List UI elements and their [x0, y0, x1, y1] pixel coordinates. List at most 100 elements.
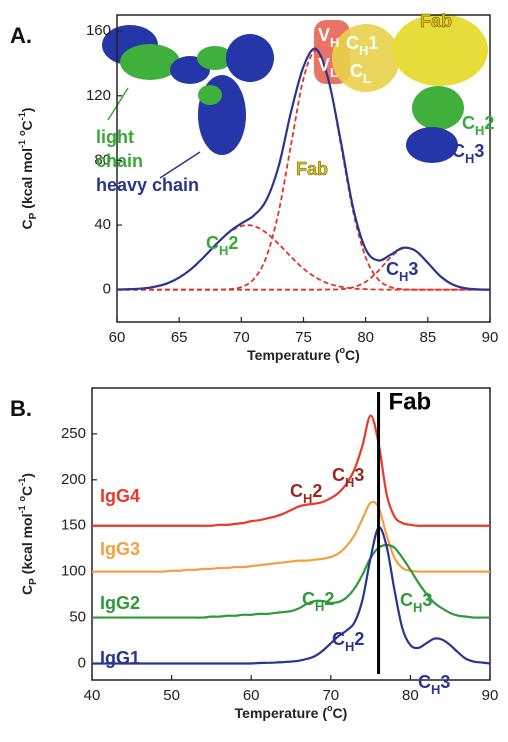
series-label: IgG1	[100, 648, 140, 668]
constant-domain	[332, 24, 400, 92]
annotation: CH2	[332, 629, 364, 654]
text-part: Fab	[296, 159, 328, 179]
x-tick-label: 90	[482, 329, 499, 346]
series-line	[92, 500, 490, 573]
y-tick-label: 40	[94, 216, 111, 233]
text-part: V	[318, 55, 330, 75]
text-part: (kcal mol	[19, 513, 35, 578]
text-part: o	[17, 496, 27, 502]
text-part: H	[219, 243, 228, 258]
x-tick-label: 90	[482, 687, 499, 704]
x-axis-title: Temperature (oC)	[235, 703, 348, 720]
text-part: o	[17, 130, 27, 136]
x-tick-label: 60	[109, 329, 126, 346]
ch2-blob	[412, 86, 464, 130]
text-part: H	[465, 151, 474, 166]
annotation: CH3	[452, 141, 484, 166]
y-tick-label: 80	[94, 151, 111, 168]
text-part: )	[19, 473, 35, 478]
annotation: CH3	[386, 259, 418, 284]
text-part: (kcal mol	[19, 148, 35, 213]
annotation: CH2	[302, 589, 334, 614]
annotation: CH3	[400, 590, 432, 615]
text-part: 3	[440, 672, 450, 692]
annotation: VL	[318, 55, 338, 80]
text-part: C	[400, 590, 413, 610]
y-tick-label: 0	[103, 281, 111, 298]
annotation: heavy chain	[96, 175, 199, 195]
series-line	[116, 47, 491, 291]
text-part: C	[452, 141, 465, 161]
arrow	[107, 87, 129, 121]
text-part: H	[399, 269, 408, 284]
text-part: 3	[422, 590, 432, 610]
y-tick-label: 50	[69, 609, 86, 626]
text-part: C	[302, 589, 315, 609]
annotation: VH	[318, 25, 339, 50]
y-axis-title: CP (kcal mol-1 oC-1)	[17, 473, 39, 595]
text-part: C	[462, 113, 475, 133]
x-tick-label: 40	[84, 687, 101, 704]
x-tick-label: 60	[243, 687, 260, 704]
text-part: o	[339, 345, 345, 355]
protein-structure	[102, 14, 488, 179]
y-tick-label: 120	[86, 87, 111, 104]
text-part: C	[290, 481, 303, 501]
annotation: Fab	[420, 11, 452, 31]
x-tick-label: 70	[322, 687, 339, 704]
text-part: Fab	[420, 11, 452, 31]
arrow	[159, 151, 201, 179]
annotation: CH3	[332, 465, 364, 490]
x-axis-title: Temperature (oC)	[247, 345, 360, 362]
text-part: H	[330, 35, 339, 50]
text-part: C	[350, 61, 363, 81]
ch3-blob	[406, 127, 458, 163]
light-chain-blob	[197, 46, 233, 70]
text-part: V	[318, 25, 330, 45]
text-part: chain	[96, 151, 143, 171]
annotation: Fab	[296, 159, 328, 179]
series-label: IgG4	[100, 486, 140, 506]
annotation: chain	[96, 151, 143, 171]
text-part: C	[19, 585, 35, 595]
text-part: 2	[484, 113, 494, 133]
plot-frame	[91, 387, 491, 681]
annotation: CH1	[346, 33, 378, 58]
text-part: H	[303, 491, 312, 506]
text-part: 2	[228, 233, 238, 253]
x-tick-label: 65	[171, 329, 188, 346]
text-part: P	[28, 578, 39, 585]
text-part: Temperature (	[235, 705, 328, 721]
series-label: IgG3	[100, 539, 140, 559]
y-tick-label: 0	[78, 654, 86, 671]
annotation: CH2	[290, 481, 322, 506]
y-tick-label: 150	[61, 517, 86, 534]
y-tick-label: 100	[61, 563, 86, 580]
x-tick-label: 75	[295, 329, 312, 346]
text-part: P	[28, 212, 39, 219]
light-chain-blob	[120, 44, 180, 80]
text-part: 3	[354, 465, 364, 485]
panel-label: A.	[10, 23, 32, 48]
text-part: H	[475, 123, 484, 138]
text-part: H	[315, 599, 324, 614]
text-part: C	[418, 672, 431, 692]
annotation: CH3	[418, 672, 450, 697]
text-part: -1	[17, 478, 27, 486]
text-part: H	[345, 475, 354, 490]
y-tick-label: 200	[61, 471, 86, 488]
text-part: 2	[354, 629, 364, 649]
series-line	[92, 414, 490, 527]
text-part: 2	[312, 481, 322, 501]
text-part: C	[19, 120, 35, 130]
text-part: -1	[17, 505, 27, 513]
series-line	[92, 543, 490, 619]
text-part: )	[19, 108, 35, 113]
text-part: -1	[17, 112, 27, 120]
text-part: 2	[324, 589, 334, 609]
text-part: C	[386, 259, 399, 279]
text-part: H	[359, 43, 368, 58]
x-tick-label: 85	[419, 329, 436, 346]
series-line	[116, 49, 490, 291]
annotation: CH2	[462, 113, 494, 138]
